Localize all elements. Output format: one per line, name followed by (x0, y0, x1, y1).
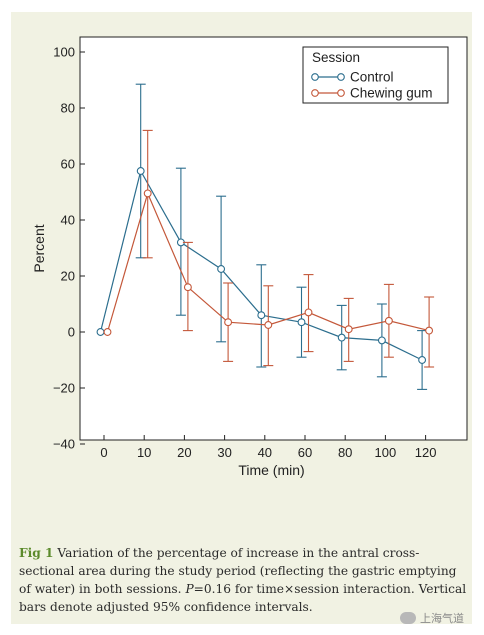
figure-caption: Fig 1 Variation of the percentage of inc… (19, 544, 469, 616)
x-tick-label: 60 (298, 445, 312, 460)
x-tick-label: 80 (338, 445, 352, 460)
legend-marker (337, 73, 345, 81)
chart-axes: −40 −20 0 20 40 60 80 100 0 10 20 30 40 60 80 100 120 Tim… (31, 36, 468, 478)
figure-caption-text-start: Variation of the percentage of increase … (19, 546, 457, 596)
y-tick-label: 80 (61, 101, 75, 116)
data-point (425, 326, 434, 335)
x-axis-label: Time (min) (238, 462, 304, 478)
data-point (344, 325, 353, 334)
x-tick-label: 0 (100, 445, 107, 460)
chat-bubble-icon (400, 612, 416, 624)
y-tick-label: 0 (68, 325, 75, 340)
legend-marker (311, 73, 319, 81)
x-tick-label: 120 (415, 445, 437, 460)
y-tick-label: 60 (61, 157, 75, 172)
line-chart: −40 −20 0 20 40 60 80 100 0 10 20 30 40 60 80 100 120 Tim… (31, 36, 468, 478)
x-tick-label: 100 (375, 445, 397, 460)
figure-caption-text-end: =0.16 for time×session interaction. Vert… (19, 582, 467, 614)
data-point (103, 328, 112, 336)
data-point (418, 356, 427, 364)
y-axis-label: Percent (31, 224, 47, 272)
data-point (304, 308, 313, 317)
figure-caption-p-value-letter: P (185, 582, 194, 596)
y-tick-label: 40 (61, 213, 75, 228)
legend-box (302, 46, 449, 104)
data-point (264, 321, 273, 329)
data-point (337, 333, 346, 342)
data-point (257, 311, 266, 320)
legend-marker (311, 89, 319, 97)
legend-entry-label: Chewing gum (350, 86, 433, 101)
data-point (143, 189, 152, 198)
data-point (384, 316, 393, 325)
y-tick-label: 20 (61, 269, 75, 284)
data-point (224, 318, 233, 327)
data-point (297, 318, 306, 327)
data-point (377, 336, 386, 345)
watermark: 上海气道 (400, 610, 464, 626)
chart-series (96, 83, 435, 390)
data-point (136, 167, 145, 175)
x-tick-label: 40 (258, 445, 272, 460)
figure-panel: −40 −20 0 20 40 60 80 100 0 10 20 30 40 60 80 100 120 Tim… (11, 12, 472, 626)
legend-entry-label: Control (350, 70, 394, 85)
data-point (217, 265, 226, 273)
y-tick-label: −40 (53, 437, 75, 452)
x-tick-label: 10 (137, 445, 151, 460)
y-tick-label: 100 (53, 45, 75, 60)
series-chewing-gum (103, 129, 435, 368)
figure-caption-label: Fig 1 (19, 546, 54, 560)
watermark-text: 上海气道 (420, 612, 464, 625)
x-tick-label: 20 (177, 445, 191, 460)
series-control (96, 83, 428, 390)
plot-frame (79, 36, 468, 441)
x-tick-label: 30 (217, 445, 231, 460)
legend-title: Session (312, 50, 360, 65)
data-point (96, 328, 105, 336)
legend-marker (337, 89, 345, 97)
y-tick-label: −20 (53, 381, 75, 396)
data-point (183, 283, 192, 292)
